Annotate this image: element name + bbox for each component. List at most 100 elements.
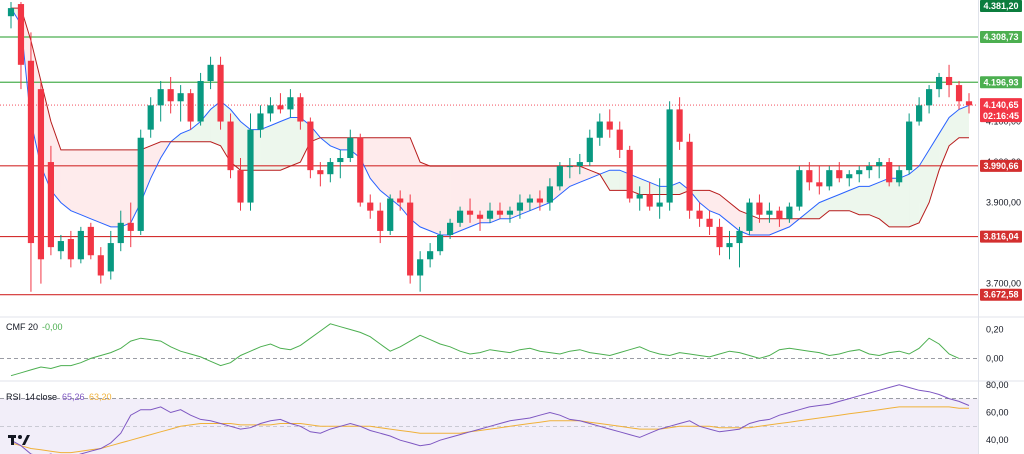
candle[interactable] bbox=[77, 226, 84, 264]
rsi-ma-line[interactable] bbox=[10, 406, 969, 454]
candle[interactable] bbox=[67, 230, 74, 268]
candle[interactable] bbox=[297, 93, 304, 130]
cmf-line[interactable] bbox=[10, 323, 960, 377]
candle[interactable] bbox=[387, 194, 394, 235]
candle[interactable] bbox=[287, 89, 294, 118]
candle[interactable] bbox=[496, 202, 504, 219]
candle[interactable] bbox=[906, 113, 913, 175]
candle[interactable] bbox=[437, 230, 444, 256]
candle[interactable] bbox=[407, 194, 414, 284]
tradingview-logo-icon[interactable] bbox=[8, 435, 30, 445]
candle[interactable] bbox=[117, 210, 124, 252]
candle[interactable] bbox=[427, 243, 434, 268]
price-pane[interactable] bbox=[0, 2, 978, 296]
candle[interactable] bbox=[596, 113, 603, 146]
candle[interactable] bbox=[796, 166, 803, 211]
candle[interactable] bbox=[277, 93, 284, 114]
candle[interactable] bbox=[626, 145, 633, 203]
candle[interactable] bbox=[706, 210, 713, 235]
candle[interactable] bbox=[267, 97, 274, 122]
candle[interactable] bbox=[197, 72, 204, 126]
candle[interactable] bbox=[876, 158, 883, 179]
candle[interactable] bbox=[476, 210, 484, 231]
candle[interactable] bbox=[806, 162, 813, 191]
rsi-line[interactable] bbox=[10, 384, 970, 454]
candle[interactable] bbox=[726, 230, 733, 260]
rsi-pane[interactable] bbox=[0, 380, 1024, 454]
candle[interactable] bbox=[347, 129, 354, 163]
candle[interactable] bbox=[357, 133, 364, 207]
candle[interactable] bbox=[686, 133, 693, 219]
candle[interactable] bbox=[636, 186, 643, 211]
candle[interactable] bbox=[786, 202, 793, 223]
candle[interactable] bbox=[836, 162, 843, 183]
candle[interactable] bbox=[935, 72, 943, 98]
candle[interactable] bbox=[307, 117, 314, 179]
candle[interactable] bbox=[816, 166, 823, 195]
candle[interactable] bbox=[207, 56, 214, 90]
candle[interactable] bbox=[47, 145, 55, 256]
candle[interactable] bbox=[177, 85, 184, 122]
level-price-tag[interactable] bbox=[980, 230, 1022, 243]
candle[interactable] bbox=[916, 97, 923, 126]
candle[interactable] bbox=[676, 97, 683, 150]
candle[interactable] bbox=[486, 202, 494, 223]
level-price-tag[interactable] bbox=[980, 30, 1022, 43]
candle[interactable] bbox=[397, 190, 404, 211]
candle[interactable] bbox=[456, 206, 464, 227]
candle[interactable] bbox=[546, 178, 553, 211]
candle[interactable] bbox=[646, 182, 653, 211]
candle[interactable] bbox=[776, 206, 783, 227]
candle[interactable] bbox=[466, 198, 474, 223]
candle[interactable] bbox=[746, 198, 753, 235]
candle[interactable] bbox=[586, 129, 593, 167]
candle[interactable] bbox=[516, 194, 524, 219]
cmf-pane[interactable] bbox=[0, 316, 1024, 377]
candle[interactable] bbox=[237, 158, 244, 211]
candle[interactable] bbox=[97, 247, 104, 284]
candle[interactable] bbox=[826, 166, 833, 191]
candle[interactable] bbox=[526, 194, 534, 211]
level-price-tag[interactable] bbox=[980, 76, 1022, 89]
candle[interactable] bbox=[337, 149, 344, 179]
candle[interactable] bbox=[965, 93, 973, 114]
level-price-tag[interactable] bbox=[980, 288, 1022, 301]
candle[interactable] bbox=[137, 129, 144, 235]
candle[interactable] bbox=[656, 178, 663, 219]
candle[interactable] bbox=[446, 218, 454, 240]
candle[interactable] bbox=[736, 226, 743, 268]
candle[interactable] bbox=[616, 121, 623, 158]
candle[interactable] bbox=[886, 158, 893, 187]
candle[interactable] bbox=[157, 81, 164, 122]
candle[interactable] bbox=[666, 101, 673, 211]
candle[interactable] bbox=[896, 166, 903, 187]
candle[interactable] bbox=[17, 2, 25, 90]
candle[interactable] bbox=[566, 158, 573, 179]
candle[interactable] bbox=[7, 2, 15, 29]
candle[interactable] bbox=[247, 113, 254, 211]
rsi-legend[interactable]: RSI 14 close 65,26 63,20 bbox=[6, 392, 112, 402]
price-axis[interactable]: 3.700,003.900,004.000,004.100,004.381,20… bbox=[978, 0, 1023, 454]
candle[interactable] bbox=[716, 218, 723, 256]
candle[interactable] bbox=[866, 162, 873, 179]
candle[interactable] bbox=[556, 162, 563, 191]
candle[interactable] bbox=[227, 113, 234, 179]
base-line[interactable] bbox=[11, 7, 969, 228]
candle[interactable] bbox=[925, 85, 933, 114]
candle[interactable] bbox=[856, 166, 863, 183]
candle[interactable] bbox=[606, 109, 613, 138]
candle[interactable] bbox=[696, 202, 703, 227]
candle[interactable] bbox=[766, 202, 773, 223]
candle[interactable] bbox=[756, 194, 763, 223]
candle[interactable] bbox=[536, 190, 543, 211]
candle[interactable] bbox=[187, 89, 194, 130]
last-price-tag[interactable] bbox=[980, 98, 1022, 123]
candle[interactable] bbox=[37, 81, 45, 284]
candle[interactable] bbox=[417, 251, 424, 292]
candle[interactable] bbox=[57, 234, 64, 260]
candle[interactable] bbox=[257, 105, 264, 138]
candle[interactable] bbox=[147, 97, 154, 138]
candle[interactable] bbox=[27, 32, 35, 292]
candle[interactable] bbox=[217, 56, 224, 130]
candle[interactable] bbox=[576, 153, 583, 175]
